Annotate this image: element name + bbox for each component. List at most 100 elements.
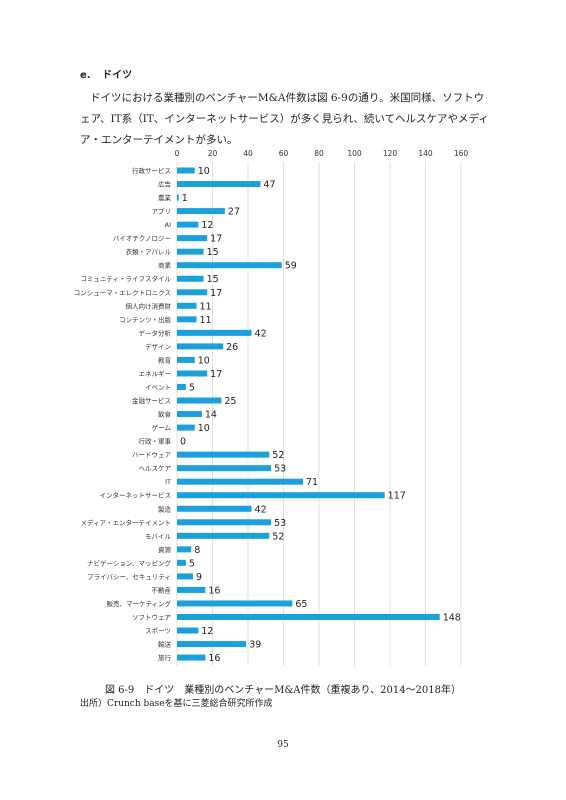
data-label: 14 [205,410,217,421]
category-label: メディア・エンターテイメント [80,518,171,527]
category-label: ヘルスケア [139,465,172,473]
category-label: AI [165,221,171,229]
category-label: ゲーム [152,423,172,432]
category-label: 不動産 [152,585,172,594]
data-label: 8 [194,545,200,556]
x-tick-label: 120 [383,149,398,158]
category-label: 行政サービス [132,166,171,175]
category-label: データ分析 [139,328,172,337]
bar [177,478,304,485]
data-label: 17 [210,288,222,299]
figure-source: 出所）Crunch baseを基に三菱総合研究所作成 [80,699,273,709]
data-label: 12 [201,220,213,231]
data-label: 16 [208,585,220,596]
bar [177,356,195,363]
category-label: 行政・軍事 [139,437,172,446]
data-label: 25 [224,396,236,407]
bar [177,208,225,215]
category-label: 飲食 [158,410,172,419]
data-label: 17 [210,234,222,245]
bar [177,424,195,431]
data-label: 5 [189,558,195,569]
data-label: 17 [210,369,222,380]
bar [177,221,199,228]
bar [177,613,440,620]
bar [177,505,252,512]
category-label: アプリ [152,208,172,216]
section-number: e. [80,70,91,81]
data-label: 53 [274,518,286,529]
data-label: 11 [200,315,212,326]
category-label: プライバシー、セキュリティ [87,573,171,581]
bar [177,316,197,323]
data-label: 42 [255,328,267,339]
bar [177,492,385,499]
figure-caption: 図 6-9 ドイツ 業種別のベンチャーM&A件数（重複あり、2014～2018年… [104,685,462,696]
category-label: ソフトウェア [132,613,172,621]
x-tick-label: 20 [208,149,218,158]
body-paragraph: ドイツにおける業種別のベンチャーM&A件数は図 6-9の通り。米国同様、ソフトウ… [80,92,489,146]
category-label: 教育 [158,355,172,364]
category-label: ハードウェア [132,451,172,459]
category-label: 製造 [158,504,172,513]
bar [177,465,272,472]
bar [177,329,252,336]
category-label: コミュニティ・ライフスタイル [80,274,171,283]
data-label: 5 [189,382,195,393]
bar [177,181,261,188]
data-label: 26 [226,342,238,353]
bar [177,248,204,255]
category-label: IT [165,478,171,486]
data-label: 0 [180,437,186,448]
data-label: 52 [272,531,284,542]
bar [177,262,282,269]
bar [177,600,293,607]
page-number: 95 [277,740,289,750]
category-label: 商業 [158,261,172,270]
category-label: 販売、マーケティング [107,599,172,608]
data-label: 10 [198,166,210,177]
data-label: 39 [249,640,261,651]
bar [177,289,208,296]
category-label: エネルギー [139,370,172,378]
bar [177,573,193,580]
data-label: 1 [182,193,188,204]
category-label: 輸送 [158,640,172,649]
bar [177,302,197,309]
category-label: 農業 [158,193,172,202]
data-label: 15 [207,274,219,285]
bar [177,383,186,390]
bar [177,641,247,648]
category-label: 個人向け消費財 [126,301,172,310]
x-tick-label: 40 [243,149,253,158]
x-tick-label: 140 [418,149,433,158]
bar [177,519,272,526]
x-tick-label: 0 [175,149,180,158]
category-label: 金融サービス [132,396,171,405]
category-label: インターネットサービス [100,491,172,500]
data-label: 47 [263,180,275,191]
bar [177,654,206,661]
section-heading: e. ドイツ [80,66,132,81]
bar [177,235,208,242]
category-label: バイオテクノロジー [113,235,171,243]
category-label: 広告 [158,180,172,189]
category-label: 衣類・アパレル [126,247,172,256]
bar [177,275,204,282]
data-label: 117 [388,491,406,502]
data-label: 53 [274,464,286,475]
data-label: 71 [306,477,318,488]
bar [177,397,222,404]
bar [177,586,206,593]
category-label: ナビゲーション、マッピング [87,558,171,567]
x-tick-label: 80 [314,149,324,158]
data-label: 10 [198,423,210,434]
category-label: 旅行 [158,653,172,662]
data-label: 27 [228,207,240,218]
data-label: 15 [207,247,219,258]
bar [177,370,208,377]
x-tick-label: 60 [279,149,289,158]
data-label: 9 [196,572,202,583]
bar [177,532,270,539]
